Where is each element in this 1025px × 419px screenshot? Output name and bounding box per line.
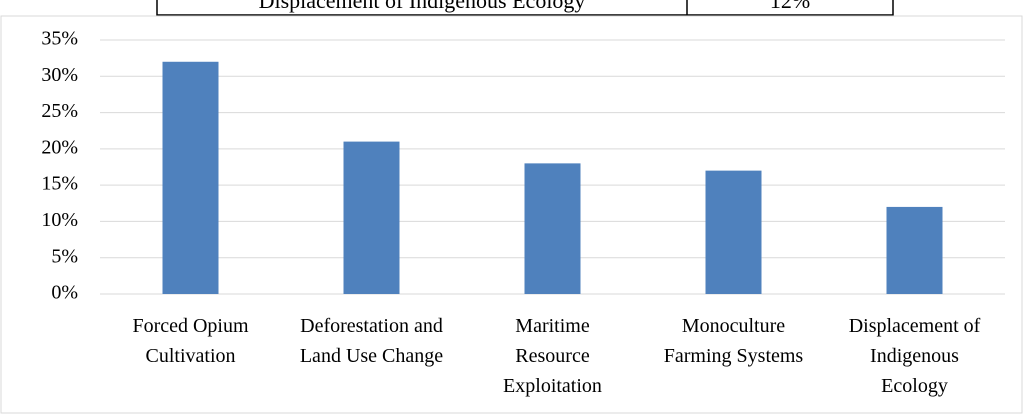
bar — [343, 141, 400, 294]
table-row — [156, 0, 894, 16]
y-tick-label: 5% — [51, 245, 78, 267]
y-tick-label: 35% — [41, 28, 78, 50]
table-cell: Displacement of Indigenous Ecology — [259, 0, 586, 13]
y-tick-label: 15% — [41, 173, 78, 195]
bar — [162, 61, 219, 295]
x-tick-label: Maritime Resource Exploitation — [503, 315, 602, 397]
table-cell: 12% — [770, 0, 810, 13]
bar — [524, 163, 581, 294]
y-tick-label: 0% — [51, 282, 78, 304]
y-tick-label: 20% — [41, 136, 78, 158]
x-tick-label: Deforestation and Land Use Change — [300, 315, 443, 367]
y-tick-label: 10% — [41, 209, 78, 231]
y-tick-label: 30% — [41, 64, 78, 86]
x-tick-label: Forced Opium Cultivation — [132, 315, 249, 367]
chart-border — [0, 15, 1023, 414]
bar — [705, 170, 762, 294]
x-tick-label: Displacement of Indigenous Ecology — [849, 315, 981, 397]
x-tick-label: Monoculture Farming Systems — [664, 315, 804, 367]
bar — [886, 206, 943, 294]
y-tick-label: 25% — [41, 100, 78, 122]
